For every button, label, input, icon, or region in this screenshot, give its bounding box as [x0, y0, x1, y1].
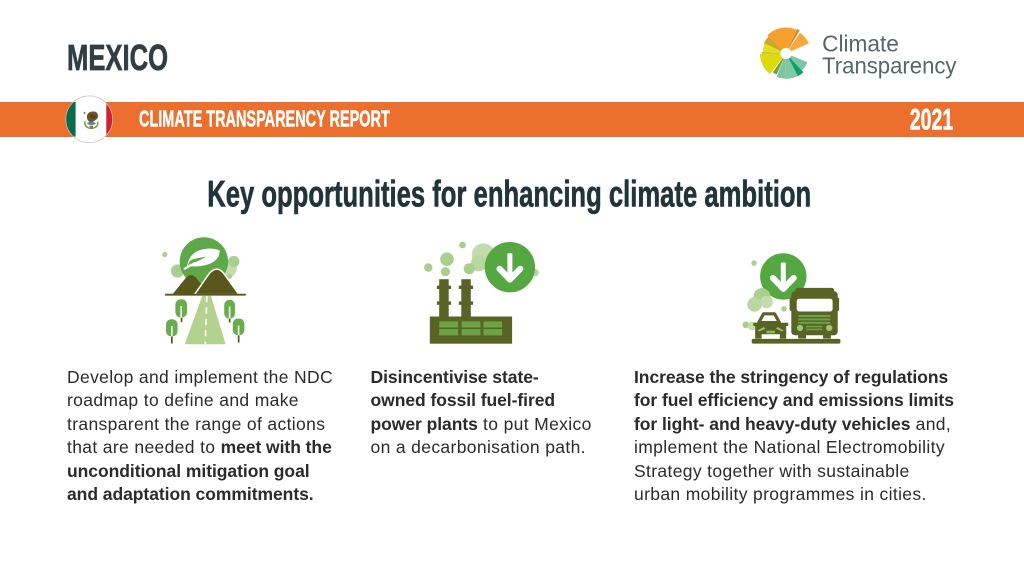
svg-text:CLIMATE TRANSPARENCY REPORT: CLIMATE TRANSPARENCY REPORT — [139, 105, 390, 131]
svg-text:Climate: Climate — [822, 31, 899, 57]
svg-text:Transparency: Transparency — [822, 52, 957, 78]
svg-text:MEXICO: MEXICO — [67, 38, 168, 78]
svg-text:2021: 2021 — [910, 103, 953, 136]
svg-text:Key opportunities for enhancin: Key opportunities for enhancing climate … — [207, 173, 811, 214]
